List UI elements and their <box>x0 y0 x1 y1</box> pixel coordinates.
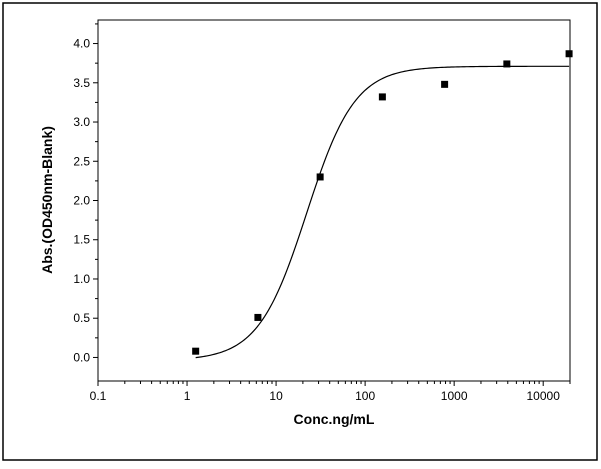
x-tick-label: 10000 <box>527 389 561 403</box>
data-point <box>192 347 200 355</box>
outer-border <box>2 2 598 461</box>
y-tick-label: 0.0 <box>73 350 90 364</box>
x-tick-label: 0.1 <box>90 389 107 403</box>
data-point <box>565 50 573 58</box>
data-point <box>503 60 511 68</box>
y-tick-label: 4.0 <box>73 37 90 51</box>
fit-curve <box>195 65 570 359</box>
y-axis-title: Abs.(OD450nm-Blank) <box>39 126 55 274</box>
data-point <box>378 93 386 101</box>
x-tick-label: 10 <box>269 389 283 403</box>
y-tick-label: 0.5 <box>73 311 90 325</box>
y-tick-label: 2.5 <box>73 154 90 168</box>
y-tick-label: 3.0 <box>73 115 90 129</box>
x-tick-label: 100 <box>355 389 375 403</box>
data-point <box>441 80 449 88</box>
y-axis: 0.0 0.5 1.0 1.5 2.0 2.5 3.0 3.5 4.0 <box>73 23 98 364</box>
data-points <box>192 50 573 355</box>
y-tick-label: 2.0 <box>73 194 90 208</box>
data-point <box>254 313 262 321</box>
x-axis-title: Conc.ng/mL <box>294 411 375 427</box>
plot-area <box>97 19 571 382</box>
fit-curve-layer <box>195 65 570 359</box>
x-tick-label: 1000 <box>441 389 468 403</box>
x-tick-label: 1 <box>184 389 191 403</box>
x-axis: 0.1 1 10 100 1000 10000 <box>90 381 571 403</box>
data-point <box>316 173 324 181</box>
y-tick-label: 1.5 <box>73 233 90 247</box>
y-tick-label: 1.0 <box>73 272 90 286</box>
y-tick-label: 3.5 <box>73 76 90 90</box>
